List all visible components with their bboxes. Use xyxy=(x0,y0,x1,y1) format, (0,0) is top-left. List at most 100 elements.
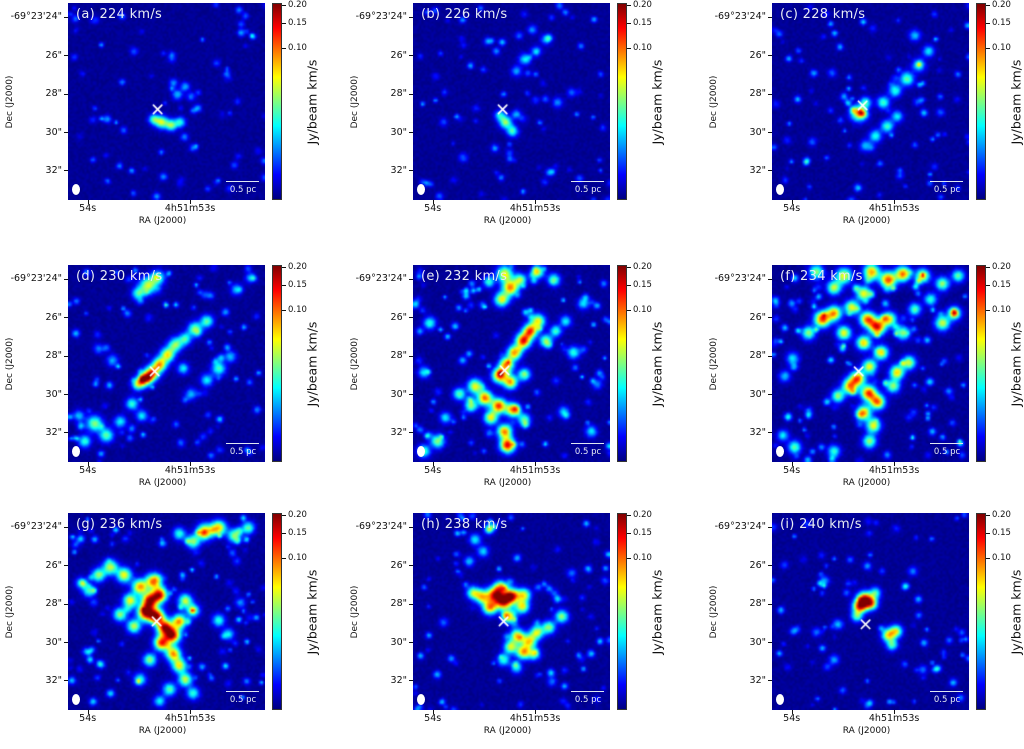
colorbar xyxy=(272,3,282,200)
colorbar-tick-mark xyxy=(282,309,286,311)
colorbar-tick-mark xyxy=(282,515,286,517)
colorbar-label: Jy/beam km/s xyxy=(304,321,320,406)
y-tick-mark xyxy=(64,317,68,319)
x-tick-label: 4h51m53s xyxy=(868,203,920,214)
y-tick-label: 26" xyxy=(390,311,407,323)
x-tick-mark xyxy=(894,462,896,466)
y-tick-label: 26" xyxy=(749,49,766,61)
y-tick-label: -69°23'24" xyxy=(10,273,62,285)
y-tick-mark xyxy=(768,16,772,18)
colorbar-tick-mark xyxy=(986,5,990,7)
colorbar-tick-mark xyxy=(986,515,990,517)
y-tick-label: 28" xyxy=(45,350,62,362)
x-tick-label: 4h51m53s xyxy=(509,713,561,724)
x-axis-label: RA (J2000) xyxy=(138,726,187,736)
colorbar-tick-label: 0.15 xyxy=(992,279,1011,290)
y-tick-mark xyxy=(64,526,68,528)
colorbar xyxy=(272,265,282,462)
x-tick-label: 54s xyxy=(79,713,97,724)
y-tick-label: 26" xyxy=(390,49,407,61)
colorbar-tick-label: 0.10 xyxy=(633,552,652,563)
panel-title: (i) 240 km/s xyxy=(780,517,862,532)
y-tick-mark xyxy=(64,394,68,396)
y-axis-label: Dec (J2000) xyxy=(5,337,15,390)
colorbar-tick-label: 0.15 xyxy=(288,527,307,538)
colorbar-tick-mark xyxy=(627,47,631,49)
x-axis-label: RA (J2000) xyxy=(842,216,891,226)
y-tick-mark xyxy=(64,93,68,95)
colorbar-tick-label: 0.20 xyxy=(992,262,1011,273)
y-tick-label: 32" xyxy=(749,426,766,438)
panel-title: (e) 232 km/s xyxy=(421,269,508,284)
y-tick-label: 26" xyxy=(749,311,766,323)
y-tick-mark xyxy=(64,278,68,280)
colorbar xyxy=(976,3,986,200)
y-tick-label: 26" xyxy=(749,559,766,571)
colorbar-tick-label: 0.10 xyxy=(288,42,307,53)
y-tick-mark xyxy=(64,565,68,567)
colorbar-tick-mark xyxy=(282,284,286,286)
colorbar-tick-label: 0.15 xyxy=(992,17,1011,28)
channel-map-canvas-h xyxy=(413,513,610,710)
y-tick-label: 32" xyxy=(390,674,407,686)
panel-title: (h) 238 km/s xyxy=(421,517,508,532)
colorbar-tick-mark xyxy=(282,267,286,269)
colorbar-tick-label: 0.10 xyxy=(992,42,1011,53)
colorbar-tick-mark xyxy=(986,22,990,24)
y-tick-label: 26" xyxy=(45,559,62,571)
colorbar xyxy=(617,265,627,462)
colorbar xyxy=(976,513,986,710)
y-tick-mark xyxy=(409,565,413,567)
y-tick-mark xyxy=(768,432,772,434)
x-tick-label: 54s xyxy=(783,465,801,476)
scale-bar xyxy=(226,443,259,445)
channel-map-canvas-b xyxy=(413,3,610,200)
x-tick-label: 54s xyxy=(783,203,801,214)
y-tick-label: 32" xyxy=(390,426,407,438)
beam-ellipse xyxy=(417,184,425,195)
scale-bar-label: 0.5 pc xyxy=(574,184,602,195)
x-tick-mark xyxy=(894,200,896,204)
y-tick-label: 28" xyxy=(390,598,407,610)
colorbar-tick-label: 0.10 xyxy=(633,42,652,53)
x-tick-label: 54s xyxy=(79,465,97,476)
beam-ellipse xyxy=(417,446,425,457)
colorbar-tick-label: 0.15 xyxy=(288,279,307,290)
y-tick-label: -69°23'24" xyxy=(714,11,766,23)
beam-ellipse xyxy=(776,184,784,195)
y-tick-label: 32" xyxy=(45,674,62,686)
colorbar xyxy=(976,265,986,462)
colorbar-tick-mark xyxy=(282,22,286,24)
scale-bar xyxy=(226,691,259,693)
y-tick-label: 30" xyxy=(390,126,407,138)
channel-map-canvas-d xyxy=(68,265,265,462)
y-tick-mark xyxy=(409,603,413,605)
y-tick-label: 28" xyxy=(749,350,766,362)
y-tick-label: 32" xyxy=(749,674,766,686)
y-tick-mark xyxy=(409,355,413,357)
y-tick-label: 28" xyxy=(749,88,766,100)
colorbar xyxy=(272,513,282,710)
scale-bar-label: 0.5 pc xyxy=(933,694,961,705)
y-tick-mark xyxy=(768,170,772,172)
channel-map-canvas-c xyxy=(772,3,969,200)
colorbar-tick-label: 0.15 xyxy=(288,17,307,28)
y-tick-mark xyxy=(768,565,772,567)
y-tick-label: 26" xyxy=(45,49,62,61)
y-axis-label: Dec (J2000) xyxy=(350,337,360,390)
y-tick-mark xyxy=(409,132,413,134)
scale-bar-label: 0.5 pc xyxy=(574,446,602,457)
panel-title: (b) 226 km/s xyxy=(421,7,508,22)
y-tick-label: 30" xyxy=(749,388,766,400)
x-tick-mark xyxy=(791,462,793,466)
x-tick-label: 4h51m53s xyxy=(164,713,216,724)
colorbar-tick-mark xyxy=(986,532,990,534)
y-tick-mark xyxy=(64,603,68,605)
x-tick-mark xyxy=(190,462,192,466)
y-tick-label: 32" xyxy=(390,164,407,176)
scale-bar xyxy=(930,691,963,693)
colorbar-tick-label: 0.15 xyxy=(633,279,652,290)
y-tick-mark xyxy=(768,317,772,319)
x-axis-label: RA (J2000) xyxy=(138,216,187,226)
